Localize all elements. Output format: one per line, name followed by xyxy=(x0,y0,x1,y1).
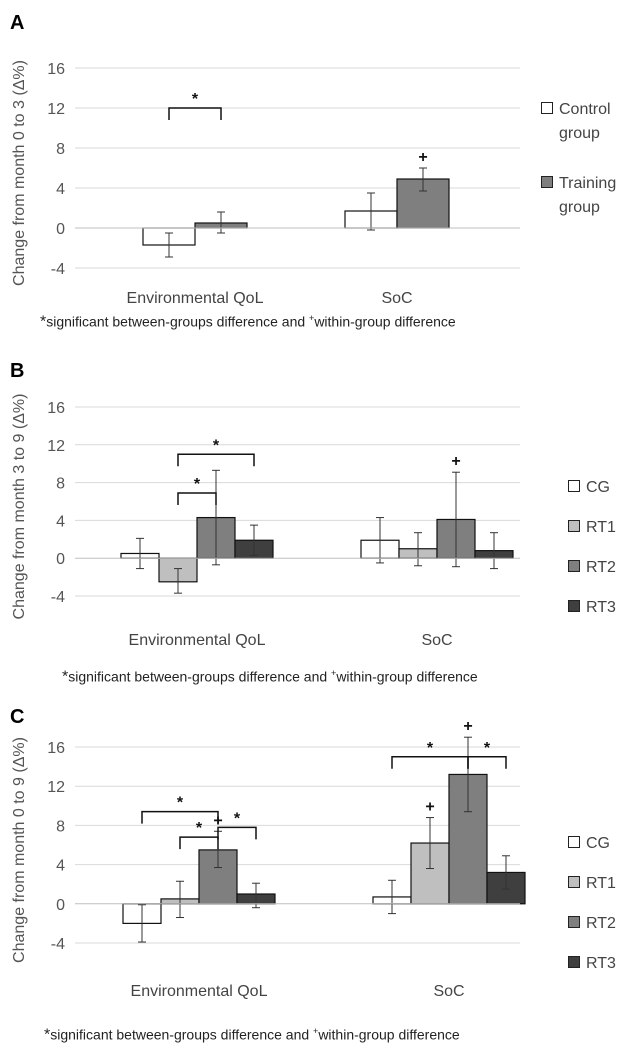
chart-a: -4 0 4 8 12 16 Change from month 0 to 3 (Δ%) En… xyxy=(11,60,520,307)
x-category-label: Environmental QoL xyxy=(131,983,268,1000)
y-tick-label: -4 xyxy=(51,261,65,278)
significance-bracket xyxy=(391,756,469,769)
significance-bracket xyxy=(179,836,219,850)
legend-item: RT2 xyxy=(568,556,616,580)
within-group-mark: + xyxy=(451,453,460,470)
significance-star: * xyxy=(194,476,201,493)
legend-swatch xyxy=(541,176,553,188)
y-tick-label: 0 xyxy=(56,897,65,914)
legend-item: RT1 xyxy=(568,872,616,896)
legend-item: RT3 xyxy=(568,952,616,976)
within-group-mark: + xyxy=(425,799,434,816)
y-axis-title: Change from month 3 to 9 (Δ%) xyxy=(11,394,28,620)
legend-label: CG xyxy=(586,479,610,496)
significance-star: * xyxy=(213,437,220,454)
within-group-mark: + xyxy=(418,149,427,166)
x-category-label: SoC xyxy=(433,983,464,1000)
within-group-mark: + xyxy=(213,812,222,829)
significance-bracket xyxy=(141,810,219,824)
chart-b: -4 0 4 8 12 16 Change from month 3 to 9 (Δ%) En… xyxy=(11,394,520,649)
y-tick-label: 16 xyxy=(47,61,65,78)
legend-swatch xyxy=(568,876,580,888)
x-category-label: Environmental QoL xyxy=(129,632,266,649)
y-tick-label: 0 xyxy=(56,221,65,238)
y-tick-label: 12 xyxy=(47,101,65,118)
y-tick-label: 8 xyxy=(56,141,65,158)
significance-bracket xyxy=(177,453,255,467)
y-tick-label: 8 xyxy=(56,476,65,493)
legend-label: RT1 xyxy=(586,519,616,536)
y-tick-label: 4 xyxy=(56,181,65,198)
panel-label-b: B xyxy=(10,360,25,382)
legend-swatch xyxy=(568,916,580,928)
legend-label: RT2 xyxy=(586,559,616,576)
significance-bracket xyxy=(177,492,217,505)
y-tick-label: 4 xyxy=(56,513,65,530)
legend-item: RT2 xyxy=(568,912,616,936)
panel-a: A -4 0 4 8 12 16 Change from month 0 to 3 (Δ%)… xyxy=(0,0,627,350)
y-tick-label: 12 xyxy=(47,438,65,455)
x-category-label: SoC xyxy=(381,290,412,307)
panel-c: C -4 0 4 8 12 16 Change from month 0 to 9 (Δ%)… xyxy=(0,700,627,1050)
legend-label: RT3 xyxy=(586,599,616,616)
legend-label: Control group xyxy=(559,101,611,142)
y-tick-label: 0 xyxy=(56,551,65,568)
legend-swatch xyxy=(568,600,580,612)
significance-bracket xyxy=(467,756,507,769)
y-tick-label: 8 xyxy=(56,818,65,835)
panel-label-c: C xyxy=(10,706,25,728)
legend-item: CG xyxy=(568,476,610,500)
significance-star: * xyxy=(192,91,199,108)
legend-swatch xyxy=(568,956,580,968)
chart-c: -4 0 4 8 12 16 Change from month 0 to 9 (Δ%) En… xyxy=(11,718,526,1000)
y-tick-label: 16 xyxy=(47,740,65,757)
y-tick-label: 4 xyxy=(56,858,65,875)
significance-star: * xyxy=(234,810,241,827)
y-tick-label: 12 xyxy=(47,779,65,796)
legend-label: RT3 xyxy=(586,955,616,972)
legend-swatch xyxy=(541,102,553,114)
legend-swatch xyxy=(568,520,580,532)
significance-star: * xyxy=(177,795,184,812)
significance-star: * xyxy=(196,820,203,837)
legend-label: CG xyxy=(586,835,610,852)
significance-star: * xyxy=(484,740,491,757)
x-category-label: Environmental QoL xyxy=(127,290,264,307)
legend-item: RT3 xyxy=(568,596,616,620)
legend-swatch xyxy=(568,480,580,492)
y-tick-label: -4 xyxy=(51,589,65,606)
significance-bracket xyxy=(168,107,222,120)
significance-star: * xyxy=(427,740,434,757)
y-axis-title: Change from month 0 to 9 (Δ%) xyxy=(11,737,28,963)
legend-label: Training group xyxy=(559,175,617,216)
panel-b: B -4 0 4 8 12 16 Change from month 3 to 9 (Δ%)… xyxy=(0,350,627,700)
y-axis-title: Change from month 0 to 3 (Δ%) xyxy=(11,60,28,286)
footnote-b: *significant between-groups difference a… xyxy=(62,668,478,686)
x-category-label: SoC xyxy=(421,632,452,649)
legend-swatch xyxy=(568,560,580,572)
significance-bracket xyxy=(217,826,257,840)
y-tick-label: 16 xyxy=(47,400,65,417)
legend-swatch xyxy=(568,836,580,848)
legend-item: Control group xyxy=(541,98,611,146)
legend-label: RT2 xyxy=(586,915,616,932)
panel-label-a: A xyxy=(10,12,25,34)
footnote-a: *significant between-groups difference a… xyxy=(40,313,456,331)
y-tick-label: -4 xyxy=(51,936,65,953)
legend-label: RT1 xyxy=(586,875,616,892)
footnote-c: *significant between-groups difference a… xyxy=(44,1026,460,1044)
within-group-mark: + xyxy=(463,718,472,735)
legend-item: CG xyxy=(568,832,610,856)
legend-item: RT1 xyxy=(568,516,616,540)
legend-item: Training group xyxy=(541,172,616,220)
